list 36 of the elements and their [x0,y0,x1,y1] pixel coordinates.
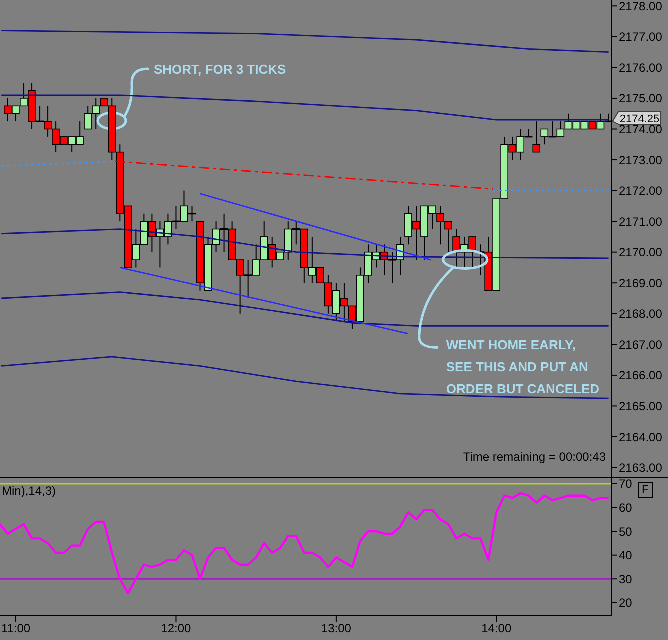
line-series [0,356,610,400]
line-series [0,94,610,121]
annotation: Time remaining = 00:00:43 [463,450,606,464]
y-tick-label: 20 [619,596,633,610]
candlestick [532,121,541,153]
text: F [638,482,653,498]
x-tick-label: 12:00 [161,622,192,636]
x-tick-label: 14:00 [482,622,512,636]
y-tick-label: 2167.00 [619,338,663,352]
y-tick-label: 2170.00 [619,246,663,260]
y-tick-label: 2171.00 [619,214,663,229]
line-series [0,228,610,260]
line-series [0,292,610,327]
y-tick-label: 2168.00 [619,307,663,322]
x-tick-label: 13:00 [321,622,352,636]
y-tick-label: 2175.00 [619,92,663,106]
y-tick-label: 2176.00 [619,60,663,75]
y-tick-label: 60 [619,501,633,515]
annotation: SHORT, FOR 3 TICKS [154,62,287,77]
y-tick-label: 2165.00 [619,399,663,414]
y-tick-label: 2164.00 [619,430,663,444]
y-tick-label: 30 [619,572,633,586]
y-tick-label: 2163.00 [619,461,663,476]
y-tick-label: 40 [619,548,633,563]
annotation: Min),14,3) [2,484,56,498]
y-tick-label: 2178.00 [619,0,663,14]
y-tick-label: 50 [619,524,633,539]
annotation: WENT HOME EARLY, SEE THIS AND PUT AN ORDER BUT CANCELED [446,338,600,397]
y-tick-label: 2169.00 [619,276,663,290]
line-series [0,30,610,54]
x-tick-label: 11:00 [1,622,31,636]
y-tick-label: 2166.00 [619,368,663,383]
y-tick-label: 2177.00 [619,30,663,44]
y-tick-label: 2173.00 [619,153,663,168]
y-tick-label: 2172.00 [619,184,663,198]
y-tick-label: 70 [619,477,633,492]
